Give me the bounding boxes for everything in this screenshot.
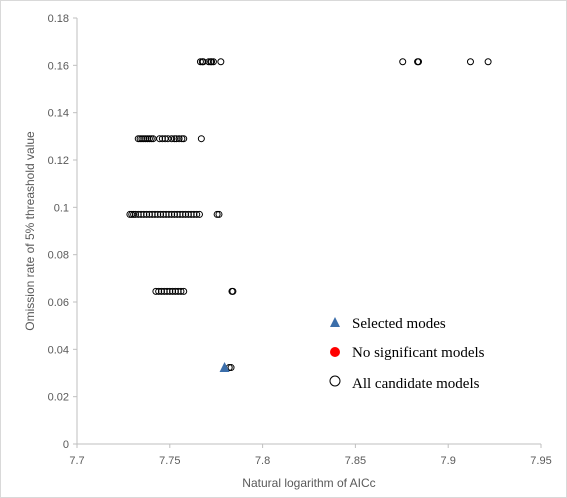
candidate-model-point	[399, 58, 407, 66]
legend-item-all-candidates: All candidate models	[329, 375, 480, 392]
y-tick-label: 0.08	[48, 250, 69, 262]
selected-model-point	[219, 362, 230, 373]
y-tick-label: 0.1	[54, 202, 69, 214]
candidate-model-point	[180, 135, 188, 143]
x-tick-label: 7.95	[530, 455, 551, 467]
x-tick-labels: 7.7 7.75 7.8 7.85 7.9 7.95	[69, 444, 552, 467]
y-tick-label: 0.02	[48, 392, 69, 404]
candidate-model-point	[147, 135, 155, 143]
y-axis-label: Omission rate of 5% threashold value	[23, 131, 37, 331]
candidate-model-point	[130, 210, 138, 218]
y-tick-label: 0.12	[48, 155, 69, 167]
y-tick-label: 0.06	[48, 297, 69, 309]
candidate-model-point	[197, 135, 205, 143]
candidate-model-point	[177, 287, 185, 295]
candidate-model-point	[180, 287, 188, 295]
y-tick-label: 0.14	[48, 108, 69, 120]
candidate-model-point	[205, 58, 213, 66]
candidate-model-point	[145, 135, 153, 143]
candidate-model-point	[178, 135, 186, 143]
y-tick-label: 0.18	[48, 13, 69, 25]
candidate-model-point	[484, 58, 492, 66]
x-tick-label: 7.9	[441, 455, 456, 467]
candidate-model-point	[213, 210, 221, 218]
candidate-model-point	[208, 58, 216, 66]
candidate-model-point	[229, 287, 237, 295]
legend-item-selected: Selected modes	[330, 316, 446, 332]
legend-label-selected: Selected modes	[352, 316, 446, 332]
x-tick-label: 7.75	[159, 455, 180, 467]
candidate-model-point	[168, 135, 176, 143]
candidate-model-point	[466, 58, 474, 66]
x-tick-label: 7.85	[345, 455, 366, 467]
data-points	[126, 58, 492, 373]
candidate-model-point	[209, 58, 217, 66]
candidate-model-point	[196, 58, 204, 66]
candidate-model-point	[195, 210, 203, 218]
legend-label-no-significant: No significant models	[352, 345, 485, 361]
legend-label-all-candidates: All candidate models	[352, 376, 480, 392]
legend-red-dot-marker	[330, 347, 340, 357]
y-tick-label: 0.16	[48, 60, 69, 72]
legend-open-circle-marker	[329, 375, 341, 387]
x-tick-label: 7.8	[255, 455, 270, 467]
y-tick-label: 0	[63, 439, 69, 451]
candidate-model-point	[217, 58, 225, 66]
candidate-model-point	[175, 135, 183, 143]
candidate-model-point	[227, 364, 235, 372]
legend-item-no-significant: No significant models	[330, 345, 485, 361]
y-tick-labels: 0 0.02 0.04 0.06 0.08 0.1 0.12 0.14 0.16 0.18	[48, 13, 77, 451]
legend-triangle-marker	[330, 317, 340, 327]
candidate-model-point	[415, 58, 423, 66]
legend: Selected modes No significant models All…	[329, 316, 485, 392]
candidate-model-point	[215, 210, 223, 218]
x-tick-label: 7.7	[69, 455, 84, 467]
candidate-model-point	[193, 210, 201, 218]
axes	[76, 18, 541, 445]
y-tick-label: 0.04	[48, 344, 69, 356]
x-axis-label: Natural logarithm of AICc	[242, 476, 375, 490]
candidate-model-point	[170, 135, 178, 143]
